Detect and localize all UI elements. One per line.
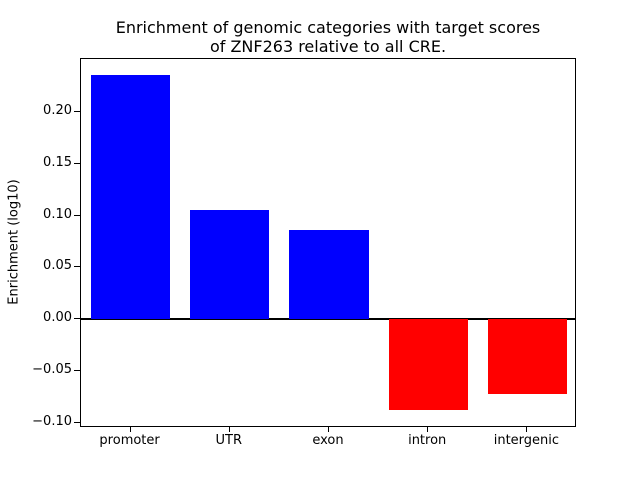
x-tick-label-exon: exon: [312, 433, 344, 448]
bar-promoter: [90, 74, 171, 320]
x-tick: [228, 427, 230, 432]
y-tick-label: 0.15: [43, 154, 72, 170]
chart-title-line1: Enrichment of genomic categories with ta…: [115, 18, 541, 37]
bar-intergenic: [487, 319, 568, 394]
chart-title: Enrichment of genomic categories with ta…: [80, 18, 576, 56]
y-tick-label: 0.05: [43, 258, 72, 274]
y-tick-label: −0.05: [32, 361, 72, 377]
chart-title-line2: of ZNF263 relative to all CRE.: [209, 37, 447, 56]
x-tick-label-promoter: promoter: [99, 433, 160, 448]
y-tick: [74, 266, 80, 267]
y-tick: [74, 422, 80, 423]
x-tick-label-intergenic: intergenic: [493, 433, 560, 448]
y-tick-label: 0.00: [43, 310, 72, 326]
y-tick-label: 0.20: [43, 102, 72, 118]
x-tick: [526, 427, 528, 432]
y-tick: [74, 370, 80, 371]
y-tick-label: 0.10: [43, 206, 72, 222]
y-tick-label: −0.10: [32, 413, 72, 429]
bar-exon: [289, 230, 369, 320]
x-tick: [129, 427, 131, 432]
y-tick: [74, 163, 80, 164]
x-tick: [427, 427, 429, 432]
zero-line: [81, 318, 575, 321]
y-tick: [74, 215, 80, 216]
x-tick-label-intron: intron: [408, 433, 447, 448]
y-axis-label: Enrichment (log10): [6, 179, 22, 305]
bar-UTR: [190, 210, 270, 320]
plot-area: [80, 58, 576, 427]
x-tick: [328, 427, 329, 432]
y-tick: [74, 111, 80, 112]
y-tick: [74, 318, 80, 319]
bar-intron: [388, 319, 468, 411]
x-tick-label-UTR: UTR: [215, 433, 243, 448]
